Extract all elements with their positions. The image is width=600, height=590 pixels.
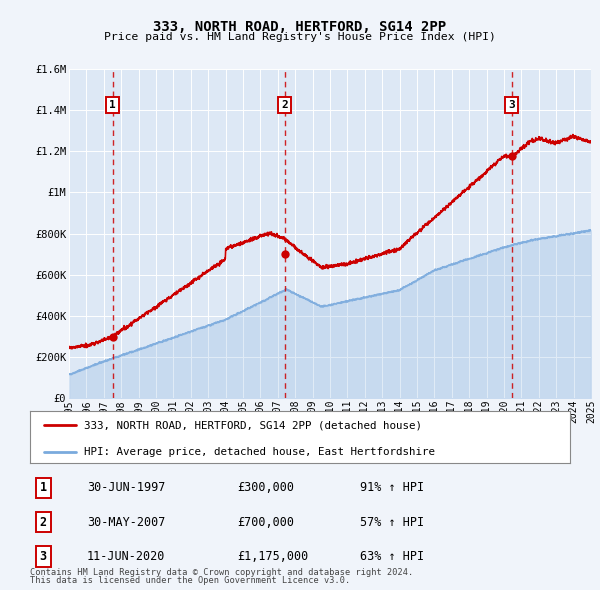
Text: 333, NORTH ROAD, HERTFORD, SG14 2PP (detached house): 333, NORTH ROAD, HERTFORD, SG14 2PP (det… (84, 420, 422, 430)
Text: This data is licensed under the Open Government Licence v3.0.: This data is licensed under the Open Gov… (30, 576, 350, 585)
Text: 91% ↑ HPI: 91% ↑ HPI (360, 481, 424, 494)
Text: 63% ↑ HPI: 63% ↑ HPI (360, 550, 424, 563)
Text: 3: 3 (40, 550, 47, 563)
Text: 57% ↑ HPI: 57% ↑ HPI (360, 516, 424, 529)
Text: 1: 1 (109, 100, 116, 110)
Text: 30-MAY-2007: 30-MAY-2007 (87, 516, 166, 529)
Text: £1,175,000: £1,175,000 (237, 550, 308, 563)
Text: 2: 2 (40, 516, 47, 529)
Text: 11-JUN-2020: 11-JUN-2020 (87, 550, 166, 563)
Text: 1: 1 (40, 481, 47, 494)
Text: Contains HM Land Registry data © Crown copyright and database right 2024.: Contains HM Land Registry data © Crown c… (30, 568, 413, 577)
Text: £300,000: £300,000 (237, 481, 294, 494)
Text: Price paid vs. HM Land Registry's House Price Index (HPI): Price paid vs. HM Land Registry's House … (104, 32, 496, 42)
Text: 333, NORTH ROAD, HERTFORD, SG14 2PP: 333, NORTH ROAD, HERTFORD, SG14 2PP (154, 20, 446, 34)
Text: HPI: Average price, detached house, East Hertfordshire: HPI: Average price, detached house, East… (84, 447, 435, 457)
Text: 3: 3 (508, 100, 515, 110)
Text: 2: 2 (281, 100, 288, 110)
Text: 30-JUN-1997: 30-JUN-1997 (87, 481, 166, 494)
Text: £700,000: £700,000 (237, 516, 294, 529)
